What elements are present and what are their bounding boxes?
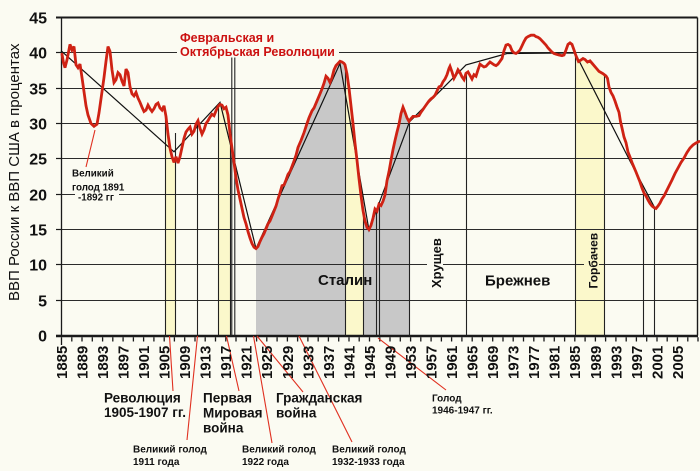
svg-text:1957: 1957 (424, 346, 441, 379)
svg-text:ВВП России к ВВП США в процент: ВВП России к ВВП США в процентах (6, 43, 23, 301)
svg-text:Великий голод: Великий голод (133, 445, 207, 456)
svg-text:1911 года: 1911 года (133, 457, 180, 468)
svg-text:1985: 1985 (567, 346, 584, 379)
svg-text:1965: 1965 (465, 346, 482, 379)
svg-text:Горбачев: Горбачев (587, 233, 601, 289)
svg-text:Голод: Голод (432, 394, 462, 405)
svg-text:2001: 2001 (649, 346, 666, 379)
svg-text:1925: 1925 (259, 346, 276, 379)
svg-text:Гражданская: Гражданская (276, 391, 362, 406)
svg-text:1905-1907 гг.: 1905-1907 гг. (104, 405, 186, 420)
svg-text:1937: 1937 (321, 346, 338, 379)
svg-text:30: 30 (29, 117, 47, 134)
svg-text:25: 25 (29, 152, 47, 169)
svg-text:1973: 1973 (506, 346, 523, 379)
svg-text:1977: 1977 (526, 346, 543, 379)
svg-text:5: 5 (38, 294, 47, 311)
svg-text:Революция: Революция (104, 391, 181, 406)
svg-text:Великий: Великий (72, 169, 114, 180)
svg-text:45: 45 (29, 11, 47, 28)
svg-text:35: 35 (29, 82, 47, 99)
svg-text:война: война (276, 406, 317, 421)
svg-text:1961: 1961 (444, 346, 461, 379)
svg-text:Мировая: Мировая (203, 406, 263, 421)
svg-text:1889: 1889 (74, 346, 91, 379)
svg-text:1997: 1997 (629, 346, 646, 379)
svg-text:2005: 2005 (670, 346, 687, 379)
svg-text:1929: 1929 (280, 346, 297, 379)
svg-text:Брежнев: Брежнев (485, 273, 550, 290)
svg-text:1941: 1941 (341, 346, 358, 379)
svg-text:1981: 1981 (547, 346, 564, 379)
svg-text:война: война (203, 421, 244, 436)
svg-text:1885: 1885 (54, 346, 71, 379)
svg-text:1905: 1905 (157, 346, 174, 379)
svg-text:40: 40 (29, 46, 47, 63)
svg-text:1949: 1949 (382, 346, 399, 379)
svg-text:Сталин: Сталин (318, 272, 372, 289)
svg-text:1922 года: 1922 года (242, 457, 289, 468)
svg-text:15: 15 (29, 223, 47, 240)
svg-text:Хрущев: Хрущев (429, 238, 444, 288)
svg-text:1993: 1993 (608, 346, 625, 379)
svg-text:Первая: Первая (203, 391, 252, 406)
svg-text:1953: 1953 (403, 346, 420, 379)
svg-text:Великий голод: Великий голод (332, 445, 406, 456)
svg-text:1917: 1917 (218, 346, 235, 379)
svg-text:Великий голод: Великий голод (242, 445, 316, 456)
svg-text:1901: 1901 (136, 346, 153, 379)
svg-text:голод 1891: голод 1891 (72, 183, 125, 194)
svg-text:1969: 1969 (485, 346, 502, 379)
svg-text:1945: 1945 (362, 346, 379, 379)
svg-text:1893: 1893 (95, 346, 112, 379)
svg-text:10: 10 (29, 258, 47, 275)
svg-text:1932-1933 года: 1932-1933 года (332, 457, 405, 468)
svg-text:1989: 1989 (588, 346, 605, 379)
svg-text:20: 20 (29, 188, 47, 205)
svg-text:1909: 1909 (177, 346, 194, 379)
svg-text:Февральская и: Февральская и (180, 31, 274, 45)
svg-text:Октябрьская Революции: Октябрьская Революции (180, 45, 335, 59)
svg-text:1897: 1897 (116, 346, 133, 379)
svg-text:1933: 1933 (300, 346, 317, 379)
svg-text:-1892 гг: -1892 гг (78, 193, 114, 204)
svg-text:1913: 1913 (198, 346, 215, 379)
svg-text:1921: 1921 (239, 346, 256, 379)
svg-text:1946-1947 гг.: 1946-1947 гг. (432, 406, 493, 417)
svg-text:0: 0 (38, 329, 47, 346)
